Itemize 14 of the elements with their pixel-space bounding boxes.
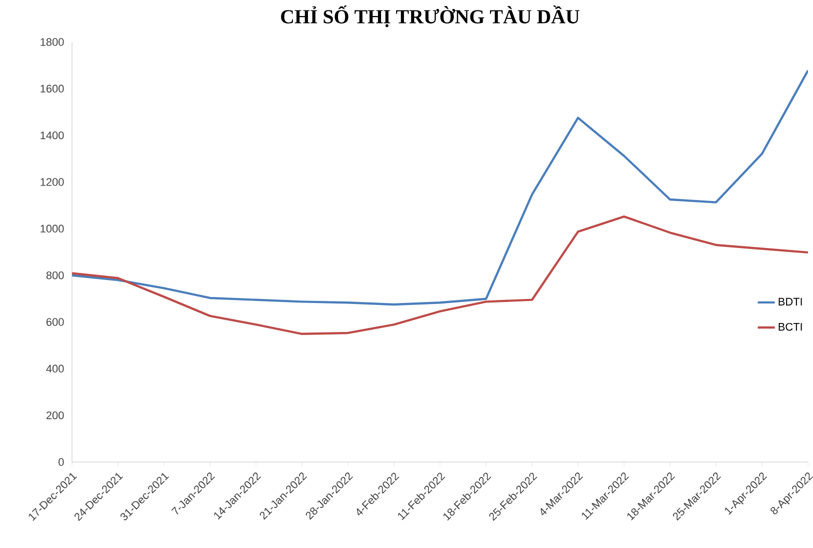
y-tick-label: 1000 bbox=[40, 224, 64, 233]
y-tick-label: 800 bbox=[46, 271, 64, 280]
y-tick-label: 400 bbox=[46, 364, 64, 373]
y-tick-label: 1200 bbox=[40, 178, 64, 186]
y-tick-label: 1800 bbox=[40, 38, 64, 46]
y-tick-label: 200 bbox=[46, 411, 64, 420]
y-tick-label: 1600 bbox=[40, 84, 64, 93]
legend-label: BCTI bbox=[778, 322, 802, 331]
y-tick-label: 1400 bbox=[40, 131, 64, 140]
y-tick-label: 600 bbox=[46, 318, 64, 326]
y-tick-label: 0 bbox=[58, 458, 64, 466]
chart-title: CHỈ SỐ THỊ TRƯỜNG TÀU DẦU bbox=[281, 6, 580, 28]
legend-label: BDTI bbox=[778, 298, 802, 306]
line-series bbox=[72, 215, 808, 335]
